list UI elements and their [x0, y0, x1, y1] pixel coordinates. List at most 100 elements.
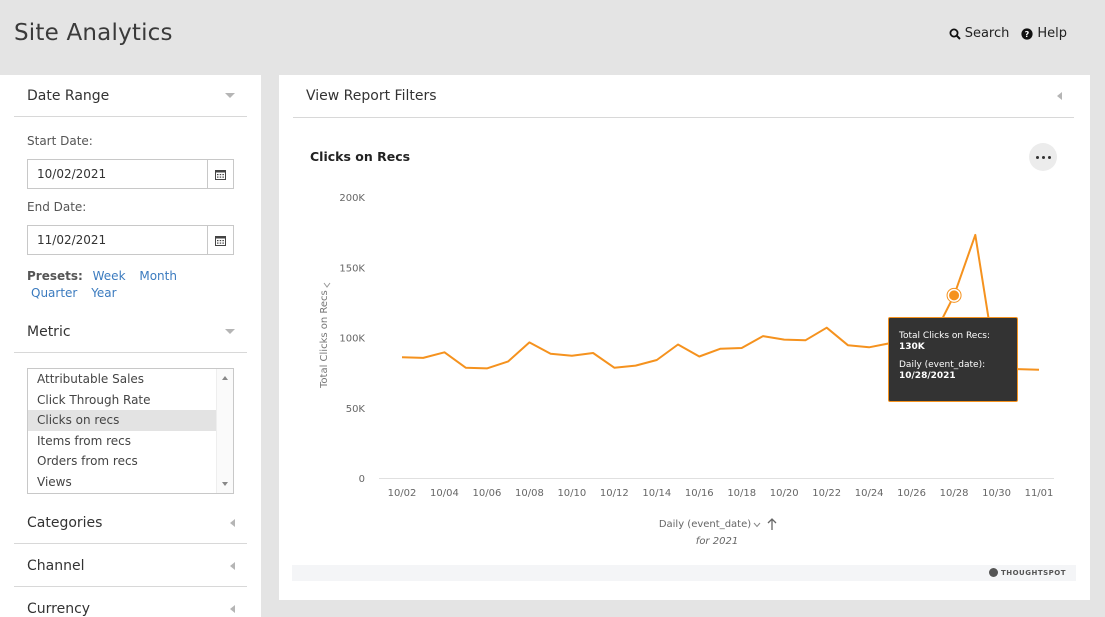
report-filters-header[interactable]: View Report Filters: [293, 75, 1074, 118]
chevron-left-icon: [1057, 92, 1062, 100]
data-point: [506, 359, 510, 363]
metric-option-click-through-rate[interactable]: Click Through Rate: [37, 392, 151, 407]
more-dot-icon: [1041, 155, 1045, 159]
data-point: [803, 338, 807, 342]
x-tick-label: 10/18: [727, 488, 756, 499]
scroll-up-icon[interactable]: [222, 376, 228, 380]
x-tick-label: 10/28: [940, 488, 969, 499]
data-point: [782, 338, 786, 342]
sort-ascending-icon: [767, 518, 777, 530]
data-point: [719, 347, 723, 351]
x-tick-label: 10/22: [812, 488, 841, 499]
tooltip-metric-value: 130K: [899, 342, 925, 352]
x-axis-label: Daily (event_date): [659, 519, 751, 530]
help-link[interactable]: ? Help: [1021, 26, 1067, 41]
start-date-label: Start Date:: [27, 134, 93, 148]
highlighted-point: [949, 290, 960, 301]
y-axis-label: Total Clicks on Recs: [319, 290, 330, 389]
chevron-down-icon: [225, 329, 235, 334]
categories-title: Categories: [27, 514, 103, 531]
data-point: [1037, 368, 1041, 372]
top-links: Search ? Help: [949, 26, 1067, 41]
chevron-left-icon: [230, 518, 235, 527]
currency-title: Currency: [27, 600, 91, 617]
y-tick-label: 0: [359, 474, 365, 485]
x-tick-label: 10/12: [600, 488, 629, 499]
metric-section-header[interactable]: Metric: [14, 311, 247, 353]
sidebar: Date Range Start Date: End Date: Presets…: [0, 75, 261, 617]
search-link[interactable]: Search: [949, 26, 1009, 41]
metric-option-attributable-sales[interactable]: Attributable Sales: [37, 372, 145, 386]
channel-section-header[interactable]: Channel: [14, 545, 247, 587]
preset-year-link[interactable]: Year: [91, 286, 117, 300]
data-point: [867, 345, 871, 349]
end-date-calendar-button[interactable]: [207, 226, 233, 254]
chart-title: Clicks on Recs: [310, 149, 411, 164]
preset-week-link[interactable]: Week: [92, 269, 126, 283]
data-point: [591, 351, 595, 355]
x-tick-label: 10/24: [855, 488, 884, 499]
data-point: [400, 355, 404, 359]
data-point: [570, 354, 574, 358]
chart-footer: THOUGHTSPOT: [292, 565, 1076, 581]
metric-option-orders-from-recs[interactable]: Orders from recs: [37, 454, 138, 469]
channel-title: Channel: [27, 557, 85, 574]
metric-listbox[interactable]: Attributable Sales Click Through Rate Cl…: [27, 368, 234, 494]
y-tick-label: 50K: [346, 404, 366, 415]
data-point: [761, 334, 765, 338]
x-axis-label-chevron-icon: [753, 522, 761, 528]
metric-option-items-from-recs[interactable]: Items from recs: [37, 433, 132, 448]
date-range-section-header[interactable]: Date Range: [14, 75, 247, 117]
data-point: [549, 352, 553, 356]
data-point: [612, 366, 616, 370]
presets-label: Presets:: [27, 269, 83, 283]
more-options-button[interactable]: [1029, 143, 1057, 171]
x-tick-label: 10/30: [982, 488, 1011, 499]
end-date-input[interactable]: [28, 226, 207, 254]
more-dot-icon: [1035, 155, 1039, 159]
metric-option-clicks-on-recs[interactable]: Clicks on recs: [28, 410, 216, 431]
help-label: Help: [1037, 26, 1067, 41]
end-date-field: [27, 225, 234, 255]
tooltip-metric-label: Total Clicks on Recs:: [899, 331, 991, 341]
svg-text:?: ?: [1025, 30, 1030, 39]
x-tick-label: 10/26: [897, 488, 926, 499]
start-date-calendar-button[interactable]: [207, 160, 233, 188]
x-tick-label: 10/20: [770, 488, 799, 499]
start-date-input[interactable]: [28, 160, 207, 188]
data-point: [846, 343, 850, 347]
app-title: Site Analytics: [14, 20, 173, 46]
data-point: [973, 233, 977, 237]
scroll-down-icon[interactable]: [222, 482, 228, 486]
x-tick-label: 10/02: [388, 488, 417, 499]
end-date-label: End Date:: [27, 200, 87, 214]
data-point: [655, 358, 659, 362]
data-point: [676, 343, 680, 347]
brand-logo: THOUGHTSPOT: [988, 568, 1066, 577]
data-point: [825, 326, 829, 330]
x-tick-label: 10/06: [473, 488, 502, 499]
data-point: [485, 366, 489, 370]
x-tick-label: 10/16: [685, 488, 714, 499]
data-point: [740, 346, 744, 350]
y-tick-label: 100K: [339, 334, 365, 345]
categories-section-header[interactable]: Categories: [14, 502, 247, 544]
preset-month-link[interactable]: Month: [139, 269, 177, 283]
currency-section-header[interactable]: Currency: [14, 588, 247, 617]
chevron-left-icon: [230, 561, 235, 570]
data-point: [442, 350, 446, 354]
thoughtspot-logo-icon: [988, 568, 998, 577]
x-tick-label: 10/04: [430, 488, 459, 499]
metric-option-views[interactable]: Views: [37, 474, 72, 489]
x-tick-label: 11/01: [1025, 488, 1054, 499]
help-icon: ?: [1021, 27, 1033, 40]
x-tick-label: 10/08: [515, 488, 544, 499]
x-tick-label: 10/10: [557, 488, 586, 499]
report-filters-label: View Report Filters: [306, 88, 437, 104]
data-point: [697, 354, 701, 358]
search-icon: [949, 28, 961, 40]
metric-title: Metric: [27, 323, 71, 340]
calendar-icon: [215, 235, 226, 246]
preset-quarter-link[interactable]: Quarter: [31, 286, 78, 300]
metric-scrollbar[interactable]: [216, 369, 233, 493]
